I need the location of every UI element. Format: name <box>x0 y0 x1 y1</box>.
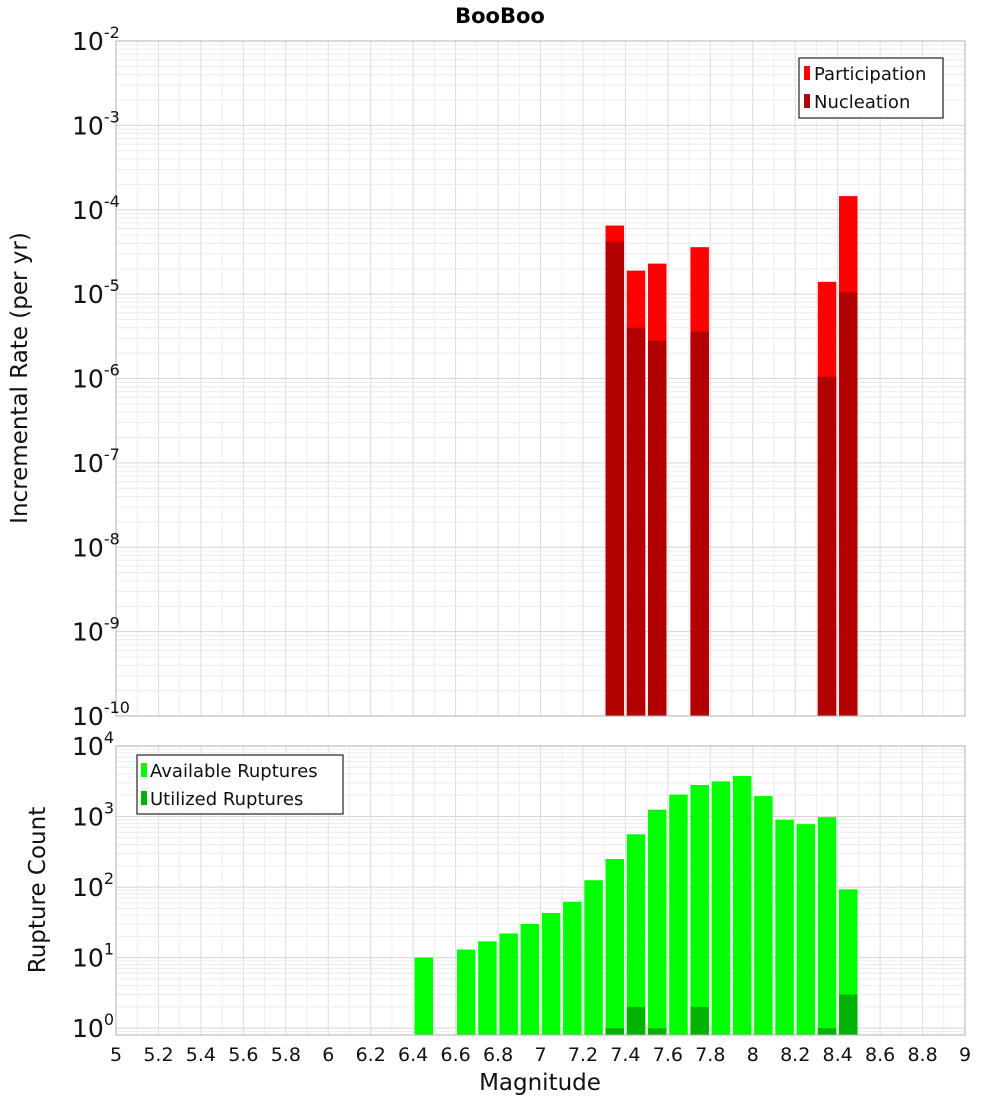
count-y-tick-label: 101 <box>72 940 114 973</box>
utilized-ruptures-bar <box>605 1028 625 1035</box>
magnitude-x-tick-labels: 5 5.2 5.4 5.6 5.8 6 6.2 6.4 6.6 6.8 7 7.2 7.4 7.6 7.8 8… <box>110 1044 971 1066</box>
x-tick-label: 6.2 <box>356 1044 386 1066</box>
available-ruptures-bar <box>414 957 434 1035</box>
nucleation-bar <box>605 241 625 716</box>
x-tick-label: 6 <box>322 1044 334 1066</box>
available-ruptures-bar <box>690 784 709 1035</box>
available-ruptures-bar <box>520 923 540 1035</box>
x-tick-label: 8.4 <box>823 1044 853 1066</box>
available-ruptures-bar <box>626 834 646 1035</box>
nucleation-bar <box>817 376 837 716</box>
nucleation-bar <box>626 327 646 716</box>
count-legend-box <box>136 754 344 815</box>
x-tick-label: 8 <box>747 1044 759 1066</box>
available-ruptures-bar <box>711 781 731 1035</box>
nucleation-bar <box>647 340 667 716</box>
count-y-axis-label: Rupture Count <box>25 807 51 973</box>
rate-legend: Participation Nucleation <box>798 57 944 119</box>
x-tick-label: 7.8 <box>695 1044 725 1066</box>
rate-y-tick-labels: 10-10 10-9 10-8 10-7 10-6 10-5 10-4 10-3 10-2 <box>72 23 130 731</box>
available-ruptures-bar <box>647 809 667 1035</box>
rate-y-tick-label: 10-5 <box>72 276 120 309</box>
utilized-legend-label: Utilized Ruptures <box>150 789 303 810</box>
x-tick-label: 7.6 <box>653 1044 683 1066</box>
available-ruptures-bar <box>456 949 476 1035</box>
available-ruptures-bar <box>541 912 561 1035</box>
x-tick-label: 6.4 <box>398 1044 428 1066</box>
available-ruptures-bar <box>732 776 752 1035</box>
utilized-ruptures-bar <box>690 1006 709 1035</box>
rate-panel: 10-10 10-9 10-8 10-7 10-6 10-5 10-4 10-3 10-2 In… <box>7 23 966 731</box>
x-tick-label: 6.8 <box>483 1044 513 1066</box>
rate-legend-box <box>798 57 944 119</box>
available-ruptures-bar <box>754 796 773 1035</box>
nucleation-legend-swatch <box>804 94 810 108</box>
available-legend-label: Available Ruptures <box>150 761 318 782</box>
rate-y-tick-label: 10-8 <box>72 529 120 562</box>
x-tick-label: 6.6 <box>440 1044 470 1066</box>
participation-legend-label: Participation <box>814 64 926 85</box>
chart-title: BooBoo <box>455 4 545 28</box>
count-legend: Available Ruptures Utilized Ruptures <box>136 754 344 815</box>
x-tick-label: 5.6 <box>228 1044 258 1066</box>
available-ruptures-bar <box>796 824 816 1035</box>
count-plot-border <box>115 745 966 1036</box>
count-y-tick-label: 103 <box>72 799 114 832</box>
x-tick-label: 8.2 <box>780 1044 810 1066</box>
x-tick-label: 5.4 <box>186 1044 216 1066</box>
rate-y-tick-label: 10-4 <box>72 192 120 225</box>
count-gridlines <box>115 746 966 1036</box>
nucleation-bar <box>690 331 709 716</box>
nucleation-bar <box>839 292 858 716</box>
utilized-ruptures-bar <box>839 994 858 1035</box>
rate-y-tick-label: 10-9 <box>72 614 120 647</box>
x-tick-label: 9 <box>959 1044 971 1066</box>
rate-y-tick-label: 10-2 <box>72 23 120 56</box>
utilized-ruptures-bar <box>647 1028 667 1035</box>
magnitude-x-axis-label: Magnitude <box>479 1070 601 1096</box>
x-tick-label: 7.4 <box>610 1044 640 1066</box>
rate-y-tick-label: 10-10 <box>72 698 130 731</box>
available-ruptures-bar <box>817 817 837 1035</box>
utilized-ruptures-bar <box>817 1028 837 1035</box>
participation-legend-swatch <box>804 66 810 80</box>
x-tick-label: 5 <box>110 1044 122 1066</box>
utilized-legend-swatch <box>141 791 147 805</box>
rate-gridlines <box>115 41 966 717</box>
rate-plot-border <box>115 40 966 717</box>
x-tick-label: 7 <box>534 1044 546 1066</box>
count-y-tick-label: 104 <box>72 728 114 761</box>
count-panel: 100 101 102 103 104 5 5.2 5.4 5.6 5.8 6 6.2 6.4 6.6 6… <box>25 728 971 1096</box>
rate-y-axis-label: Incremental Rate (per yr) <box>7 232 33 524</box>
available-ruptures-bar <box>478 941 497 1035</box>
rate-y-tick-label: 10-7 <box>72 445 120 478</box>
available-legend-swatch <box>141 763 147 777</box>
x-tick-label: 8.8 <box>907 1044 937 1066</box>
available-ruptures-bar <box>775 819 794 1035</box>
count-y-tick-label: 102 <box>72 869 114 902</box>
rate-y-tick-label: 10-6 <box>72 361 120 394</box>
x-tick-label: 8.6 <box>865 1044 895 1066</box>
available-ruptures-bar <box>499 933 518 1035</box>
rate-bars <box>605 196 858 716</box>
available-ruptures-bar <box>605 859 625 1035</box>
available-ruptures-bar <box>669 794 688 1035</box>
utilized-ruptures-bar <box>626 1006 646 1035</box>
count-y-tick-labels: 100 101 102 103 104 <box>72 728 114 1043</box>
nucleation-legend-label: Nucleation <box>814 92 910 113</box>
x-tick-label: 5.2 <box>143 1044 173 1066</box>
available-ruptures-bar <box>584 880 603 1035</box>
rate-y-tick-label: 10-3 <box>72 107 120 140</box>
available-ruptures-bar <box>563 901 582 1035</box>
count-bars <box>414 776 858 1035</box>
x-tick-label: 5.8 <box>271 1044 301 1066</box>
count-y-tick-label: 100 <box>72 1010 114 1043</box>
x-tick-label: 7.2 <box>568 1044 598 1066</box>
